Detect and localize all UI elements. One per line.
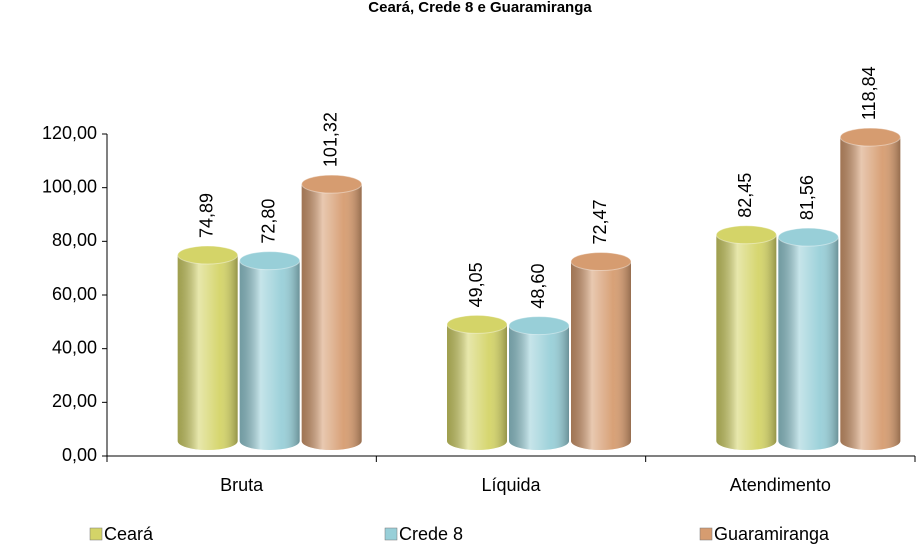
legend-swatch [89, 527, 103, 541]
y-tick-label: 120,00 [42, 123, 97, 143]
bar-top [570, 252, 632, 272]
legend-label: Ceará [104, 524, 154, 544]
legend-label: Crede 8 [399, 524, 463, 544]
bar-shade [447, 324, 507, 450]
legend-label: Guaramiranga [714, 524, 830, 544]
bar-shade [177, 255, 238, 450]
bar-top [839, 127, 901, 147]
y-tick-label: 60,00 [52, 284, 97, 304]
bar-top [177, 245, 239, 265]
bar-top [777, 227, 839, 247]
bar-shade [239, 260, 300, 450]
value-label: 74,89 [196, 193, 216, 238]
bar-shade [509, 325, 569, 450]
bar-top [239, 251, 301, 271]
bar-top [301, 174, 363, 194]
value-label: 101,32 [320, 112, 340, 167]
y-tick-label: 100,00 [42, 176, 97, 196]
value-label: 49,05 [466, 262, 486, 307]
value-label: 82,45 [735, 173, 755, 218]
bar-top [508, 316, 570, 336]
chart-title: Ceará, Crede 8 e Guaramiranga [368, 0, 592, 16]
value-label: 72,80 [258, 199, 278, 244]
y-tick-label: 40,00 [52, 337, 97, 357]
value-label: 72,47 [590, 199, 610, 244]
x-tick-label: Líquida [481, 475, 541, 495]
bar-shade [840, 137, 901, 450]
bar-shade [301, 184, 362, 450]
bar-top [715, 225, 777, 245]
y-tick-label: 0,00 [62, 445, 97, 465]
y-tick-label: 80,00 [52, 230, 97, 250]
legend-swatch [384, 527, 398, 541]
x-tick-label: Bruta [220, 475, 264, 495]
value-label: 81,56 [797, 175, 817, 220]
bar-top [446, 314, 508, 334]
x-tick-label: Atendimento [730, 475, 831, 495]
value-label: 118,84 [859, 66, 879, 120]
bar-shade [571, 261, 631, 450]
bar-shade [716, 234, 777, 450]
value-label: 48,60 [528, 264, 548, 309]
legend-swatch [699, 527, 713, 541]
bar-shade [778, 237, 839, 450]
y-tick-label: 20,00 [52, 391, 97, 411]
